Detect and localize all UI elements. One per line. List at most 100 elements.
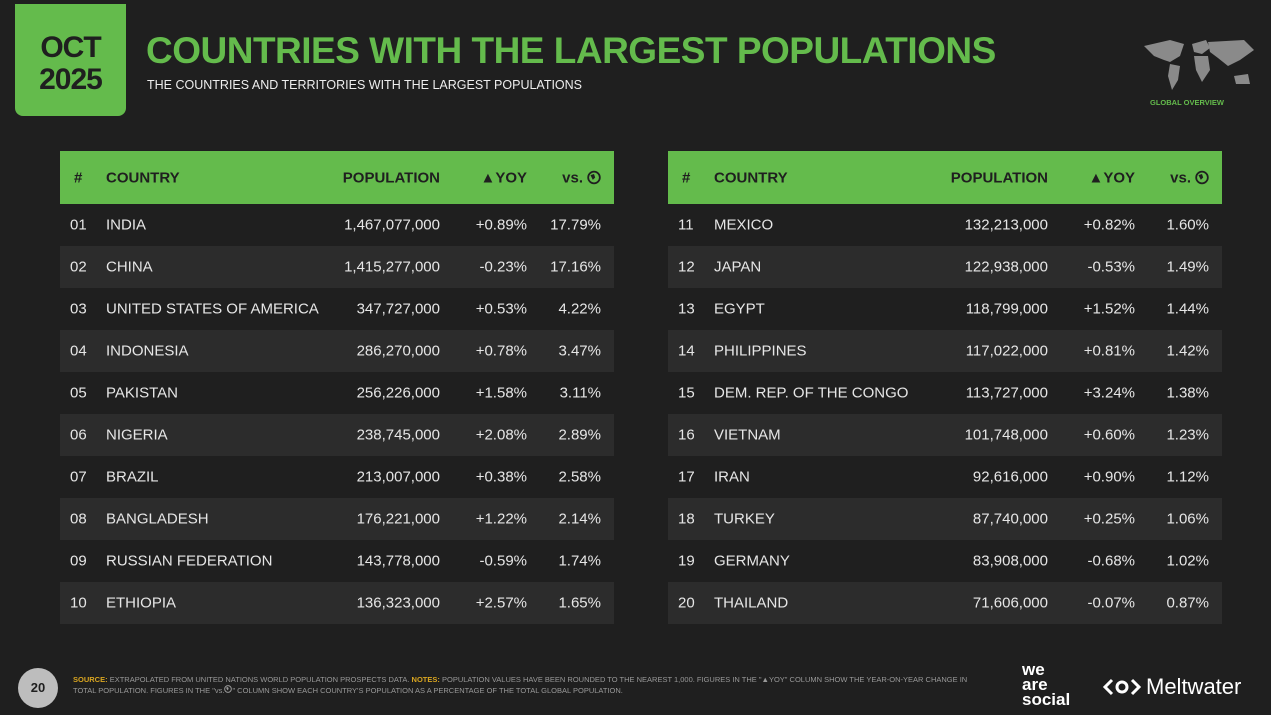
table-row: 01 INDIA 1,467,077,000 +0.89% 17.79% [60, 204, 614, 246]
source-label: SOURCE: [73, 675, 108, 684]
table-cell: 03 [70, 300, 87, 318]
table-cell: 347,727,000 [356, 300, 440, 318]
column-header: ▲YOY [1088, 169, 1135, 186]
table-row: 07 BRAZIL 213,007,000 +0.38% 2.58% [60, 456, 614, 498]
logo-word: are [1022, 675, 1048, 694]
table-row: 08 BANGLADESH 176,221,000 +1.22% 2.14% [60, 498, 614, 540]
table-cell: 17 [678, 468, 695, 486]
table-cell: 132,213,000 [964, 216, 1048, 234]
table-cell: 87,740,000 [972, 510, 1048, 528]
table-cell: +0.82% [1083, 216, 1135, 234]
table-cell: THAILAND [714, 594, 789, 612]
table-cell: 01 [70, 216, 87, 234]
table-cell: 4.22% [558, 300, 601, 318]
page-number: 20 [18, 668, 58, 708]
globe-icon [224, 685, 233, 693]
table-cell: EGYPT [714, 300, 765, 318]
table-cell: +0.25% [1083, 510, 1135, 528]
table-cell: ETHIOPIA [106, 594, 177, 612]
table-cell: +2.08% [475, 426, 527, 444]
table-cell: -0.53% [1087, 258, 1135, 276]
table-cell: 1.06% [1166, 510, 1209, 528]
table-cell: BANGLADESH [106, 510, 209, 528]
notes-text: " COLUMN SHOW EACH COUNTRY'S POPULATION … [232, 686, 623, 695]
table-cell: 143,778,000 [356, 552, 440, 570]
table-row: 16 VIETNAM 101,748,000 +0.60% 1.23% [668, 414, 1222, 456]
table-cell: 10 [70, 594, 87, 612]
table-cell: 1.38% [1166, 384, 1209, 402]
table-cell: 16 [678, 426, 695, 444]
table: # COUNTRY POPULATION ▲YOY vs. 11 MEXICO 132,213… [668, 151, 1222, 624]
table-row: 05 PAKISTAN 256,226,000 +1.58% 3.11% [60, 372, 614, 414]
table-cell: 05 [70, 384, 87, 402]
table-cell: TURKEY [714, 510, 775, 528]
table-cell: 117,022,000 [965, 342, 1048, 360]
table-cell: -0.07% [1087, 594, 1135, 612]
notes-text: POPULATION VALUES HAVE BEEN ROUNDED TO T… [73, 675, 968, 695]
logo-we-are-social: we are social [1022, 660, 1070, 708]
table-cell: 1.60% [1166, 216, 1209, 234]
table-row: 04 INDONESIA 286,270,000 +0.78% 3.47% [60, 330, 614, 372]
table-row: 14 PHILIPPINES 117,022,000 +0.81% 1.42% [668, 330, 1222, 372]
column-header: POPULATION [950, 169, 1048, 186]
table-cell: +2.57% [475, 594, 527, 612]
table-cell: 15 [678, 384, 695, 402]
table-header: # COUNTRY POPULATION ▲YOY vs. [60, 151, 614, 204]
table-row: 06 NIGERIA 238,745,000 +2.08% 2.89% [60, 414, 614, 456]
table-cell: 11 [678, 216, 694, 234]
table-cell: +0.60% [1083, 426, 1135, 444]
table-row: 12 JAPAN 122,938,000 -0.53% 1.49% [668, 246, 1222, 288]
table-cell: 12 [678, 258, 695, 276]
table-cell: 17.79% [550, 216, 601, 234]
section-badge: GLOBAL OVERVIEW [1150, 98, 1224, 107]
table-cell: 1.23% [1166, 426, 1209, 444]
table-row: 20 THAILAND 71,606,000 -0.07% 0.87% [668, 582, 1222, 624]
table-cell: 1,415,277,000 [344, 258, 440, 276]
table-row: 02 CHINA 1,415,277,000 -0.23% 17.16% [60, 246, 614, 288]
logo-word: we [1022, 660, 1045, 679]
table-row: 15 DEM. REP. OF THE CONGO 113,727,000 +3.24… [668, 372, 1222, 414]
logo-meltwater: Meltwater [1102, 674, 1241, 700]
table-cell: +0.38% [475, 468, 527, 486]
table-cell: 14 [678, 342, 695, 360]
table-cell: INDONESIA [106, 342, 189, 360]
table-cell: 256,226,000 [356, 384, 440, 402]
table-cell: PHILIPPINES [714, 342, 807, 360]
table-cell: 0.87% [1166, 594, 1209, 612]
subtitle: THE COUNTRIES AND TERRITORIES WITH THE L… [147, 78, 583, 92]
table-cell: NIGERIA [106, 426, 168, 444]
table-cell: 101,748,000 [964, 426, 1048, 444]
table-cell: 113,727,000 [965, 384, 1048, 402]
table-cell: 02 [70, 258, 87, 276]
table-cell: 3.47% [558, 342, 601, 360]
year: 2025 [39, 63, 103, 96]
table-cell: 18 [678, 510, 695, 528]
table-cell: GERMANY [714, 552, 790, 570]
table-cell: +0.53% [475, 300, 527, 318]
table-cell: 286,270,000 [356, 342, 440, 360]
date-box: OCT 2025 [15, 4, 126, 116]
table-header: # COUNTRY POPULATION ▲YOY vs. [668, 151, 1222, 204]
table-cell: RUSSIAN FEDERATION [106, 552, 273, 570]
column-header: ▲YOY [480, 169, 527, 186]
table-cell: 1.42% [1166, 342, 1209, 360]
table-cell: CHINA [106, 258, 153, 276]
column-header: # [74, 169, 83, 186]
table-row: 17 IRAN 92,616,000 +0.90% 1.12% [668, 456, 1222, 498]
table-cell: 1.65% [558, 594, 601, 612]
table: # COUNTRY POPULATION ▲YOY vs. 01 INDIA 1,467,07… [60, 151, 614, 624]
footnote: SOURCE: EXTRAPOLATED FROM UNITED NATIONS… [73, 674, 973, 696]
table-cell: +0.90% [1083, 468, 1135, 486]
table-cell: DEM. REP. OF THE CONGO [714, 384, 909, 402]
table-cell: 238,745,000 [356, 426, 440, 444]
globe-icon [1195, 170, 1209, 184]
table-row: 10 ETHIOPIA 136,323,000 +2.57% 1.65% [60, 582, 614, 624]
table-cell: 1.74% [558, 552, 601, 570]
table-cell: +0.78% [475, 342, 527, 360]
table-cell: 2.89% [558, 426, 601, 444]
table-cell: 08 [70, 510, 87, 528]
column-header: # [682, 169, 691, 186]
world-map-icon [1144, 40, 1254, 90]
table-row: 18 TURKEY 87,740,000 +0.25% 1.06% [668, 498, 1222, 540]
